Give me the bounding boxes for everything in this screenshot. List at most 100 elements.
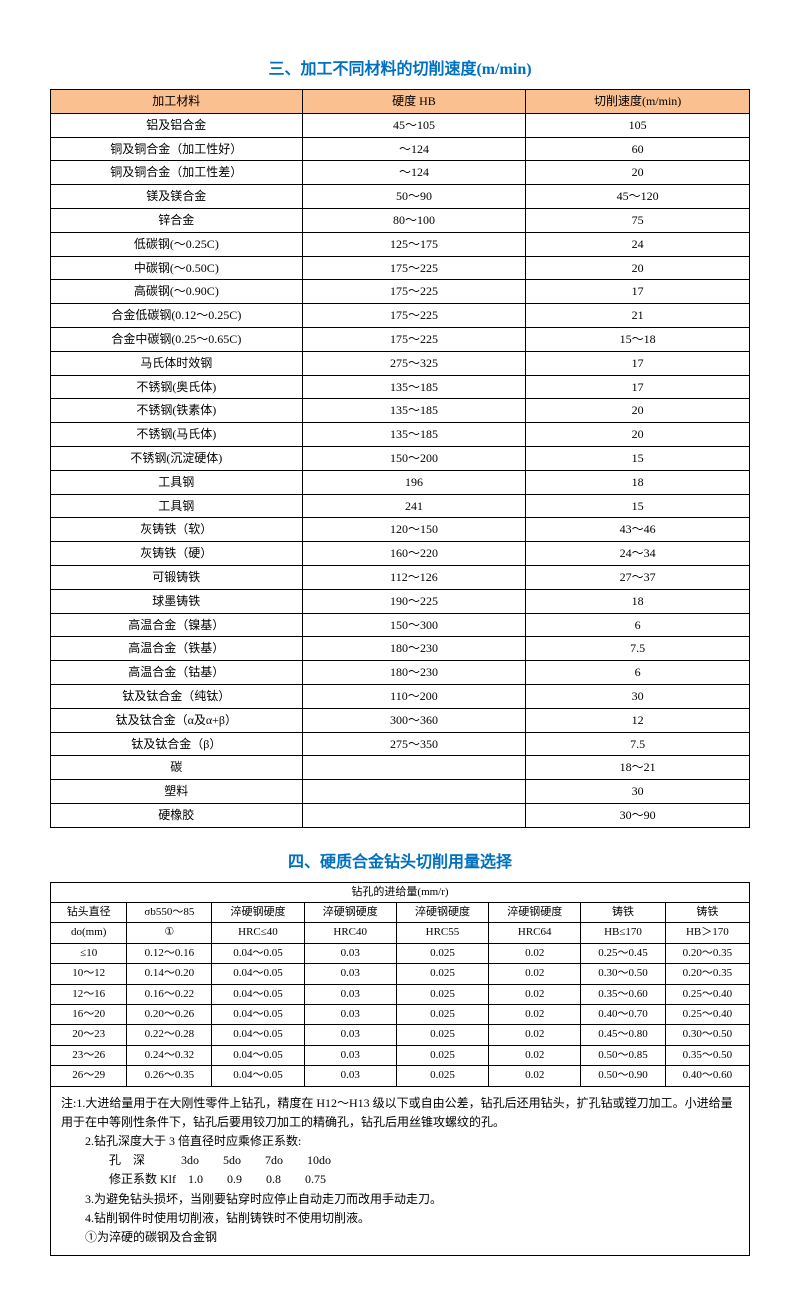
table-cell: 0.025 (396, 943, 488, 963)
table-cell: 190～225 (302, 589, 526, 613)
table-row: 合金低碳钢(0.12～0.25C)175～22521 (51, 304, 750, 328)
table-cell: 镁及镁合金 (51, 185, 303, 209)
table-cell: 43～46 (526, 518, 750, 542)
table-cell: 24 (526, 232, 750, 256)
table-cell: 0.20～0.26 (127, 1005, 212, 1025)
table-cell: 275～325 (302, 351, 526, 375)
table-cell: 275～350 (302, 732, 526, 756)
table-cell: 0.40～0.60 (665, 1066, 749, 1086)
table-cell: 0.02 (489, 1045, 581, 1065)
table-row: 铝及铝合金45～105105 (51, 113, 750, 137)
table-cell: 160～220 (302, 542, 526, 566)
table-cell: 碳 (51, 756, 303, 780)
table-cell: 112～126 (302, 565, 526, 589)
table-cell: 18 (526, 470, 750, 494)
table-cell: 6 (526, 661, 750, 685)
header-cell: HRC40 (304, 923, 396, 943)
table-row: 26～290.26～0.350.04～0.050.030.0250.020.50… (51, 1066, 750, 1086)
header-cell: HRC55 (396, 923, 488, 943)
table-cell: 24～34 (526, 542, 750, 566)
table-cell: 0.04～0.05 (212, 1025, 304, 1045)
header-cell: HRC≤40 (212, 923, 304, 943)
table-cell: 0.04～0.05 (212, 1066, 304, 1086)
table-row: 10～120.14～0.200.04～0.050.030.0250.020.30… (51, 964, 750, 984)
header-cell: 淬硬钢硬度 (489, 903, 581, 923)
header-cell: do(mm) (51, 923, 127, 943)
table-cell: 0.03 (304, 943, 396, 963)
table-cell: 不锈钢(铁素体) (51, 399, 303, 423)
table-row: 工具钢19618 (51, 470, 750, 494)
section1-title: 三、加工不同材料的切削速度(m/min) (50, 55, 750, 79)
header-cell: σb550～85 (127, 903, 212, 923)
table-cell: ～124 (302, 161, 526, 185)
table-row: 16～200.20～0.260.04～0.050.030.0250.020.40… (51, 1005, 750, 1025)
table-cell: 12～16 (51, 984, 127, 1004)
table-cell: 0.03 (304, 1005, 396, 1025)
table-cell: 塑料 (51, 780, 303, 804)
col-speed: 切削速度(m/min) (526, 90, 750, 114)
table-cell: 180～230 (302, 661, 526, 685)
table-cell: 17 (526, 280, 750, 304)
table-cell: 60 (526, 137, 750, 161)
table-cell: 0.22～0.28 (127, 1025, 212, 1045)
table-row: 塑料30 (51, 780, 750, 804)
table-cell: 20 (526, 423, 750, 447)
table-cell: 高碳钢(～0.90C) (51, 280, 303, 304)
table-cell: 低碳钢(～0.25C) (51, 232, 303, 256)
table-cell: 0.50～0.85 (581, 1045, 665, 1065)
table-row: ≤100.12～0.160.04～0.050.030.0250.020.25～0… (51, 943, 750, 963)
table-row: 灰铸铁（软）120～15043～46 (51, 518, 750, 542)
table-cell (302, 780, 526, 804)
header-cell: HB≤170 (581, 923, 665, 943)
note-5: ①为淬硬的碳钢及合金钢 (61, 1228, 739, 1247)
table-row: 23～260.24～0.320.04～0.050.030.0250.020.50… (51, 1045, 750, 1065)
table-cell: 0.04～0.05 (212, 964, 304, 984)
table-cell: 18 (526, 589, 750, 613)
table-cell: 135～185 (302, 423, 526, 447)
table-cell: 不锈钢(沉淀硬体) (51, 446, 303, 470)
table-cell: 27～37 (526, 565, 750, 589)
header-cell: ① (127, 923, 212, 943)
note-2a: 孔 深 3do 5do 7do 10do (61, 1151, 739, 1170)
table-cell: 15 (526, 446, 750, 470)
table-cell: 工具钢 (51, 494, 303, 518)
table-row: 碳18～21 (51, 756, 750, 780)
note-4: 4.钻削钢件时使用切削液，钻削铸铁时不使用切削液。 (61, 1209, 739, 1228)
table-cell: 50～90 (302, 185, 526, 209)
table-cell: 75 (526, 208, 750, 232)
table-row: 铜及铜合金（加工性好）～12460 (51, 137, 750, 161)
table-cell: 196 (302, 470, 526, 494)
table-cell: 150～300 (302, 613, 526, 637)
table-cell: 0.02 (489, 943, 581, 963)
table-row: 不锈钢(马氏体)135～18520 (51, 423, 750, 447)
table-row: 20～230.22～0.280.04～0.050.030.0250.020.45… (51, 1025, 750, 1045)
table-cell: 高温合金（铁基） (51, 637, 303, 661)
table-cell: 0.04～0.05 (212, 1005, 304, 1025)
table-cell: 铜及铜合金（加工性好） (51, 137, 303, 161)
table-cell: 高温合金（钴基） (51, 661, 303, 685)
table-cell: 135～185 (302, 399, 526, 423)
table2-header-row1: 钻头直径σb550～85淬硬钢硬度淬硬钢硬度淬硬钢硬度淬硬钢硬度铸铁铸铁 (51, 903, 750, 923)
table-row: 球墨铸铁190～22518 (51, 589, 750, 613)
table-cell: 可锻铸铁 (51, 565, 303, 589)
table-row: 合金中碳钢(0.25～0.65C)175～22515～18 (51, 327, 750, 351)
table-cell: 0.40～0.70 (581, 1005, 665, 1025)
table-cell: ≤10 (51, 943, 127, 963)
table-cell: 0.025 (396, 1005, 488, 1025)
table-cell: 中碳钢(～0.50C) (51, 256, 303, 280)
table-cell: 0.02 (489, 1005, 581, 1025)
table2-group-header: 钻孔的进给量(mm/r) (51, 882, 750, 902)
table-cell: 锌合金 (51, 208, 303, 232)
table-cell: 钛及钛合金（纯钛） (51, 684, 303, 708)
note-1: 注:1.大进给量用于在大刚性零件上钻孔，精度在 H12～H13 级以下或自由公差… (61, 1094, 739, 1132)
table-cell: 0.04～0.05 (212, 1045, 304, 1065)
drill-feed-table: 钻孔的进给量(mm/r) 钻头直径σb550～85淬硬钢硬度淬硬钢硬度淬硬钢硬度… (50, 882, 750, 1087)
table-row: 铜及铜合金（加工性差）～12420 (51, 161, 750, 185)
table-cell: 15 (526, 494, 750, 518)
table-cell: 0.03 (304, 964, 396, 984)
table-cell: 20 (526, 161, 750, 185)
table-cell: 0.12～0.16 (127, 943, 212, 963)
table-row: 12～160.16～0.220.04～0.050.030.0250.020.35… (51, 984, 750, 1004)
table-cell: 钛及钛合金（α及α+β） (51, 708, 303, 732)
table-cell: 0.16～0.22 (127, 984, 212, 1004)
